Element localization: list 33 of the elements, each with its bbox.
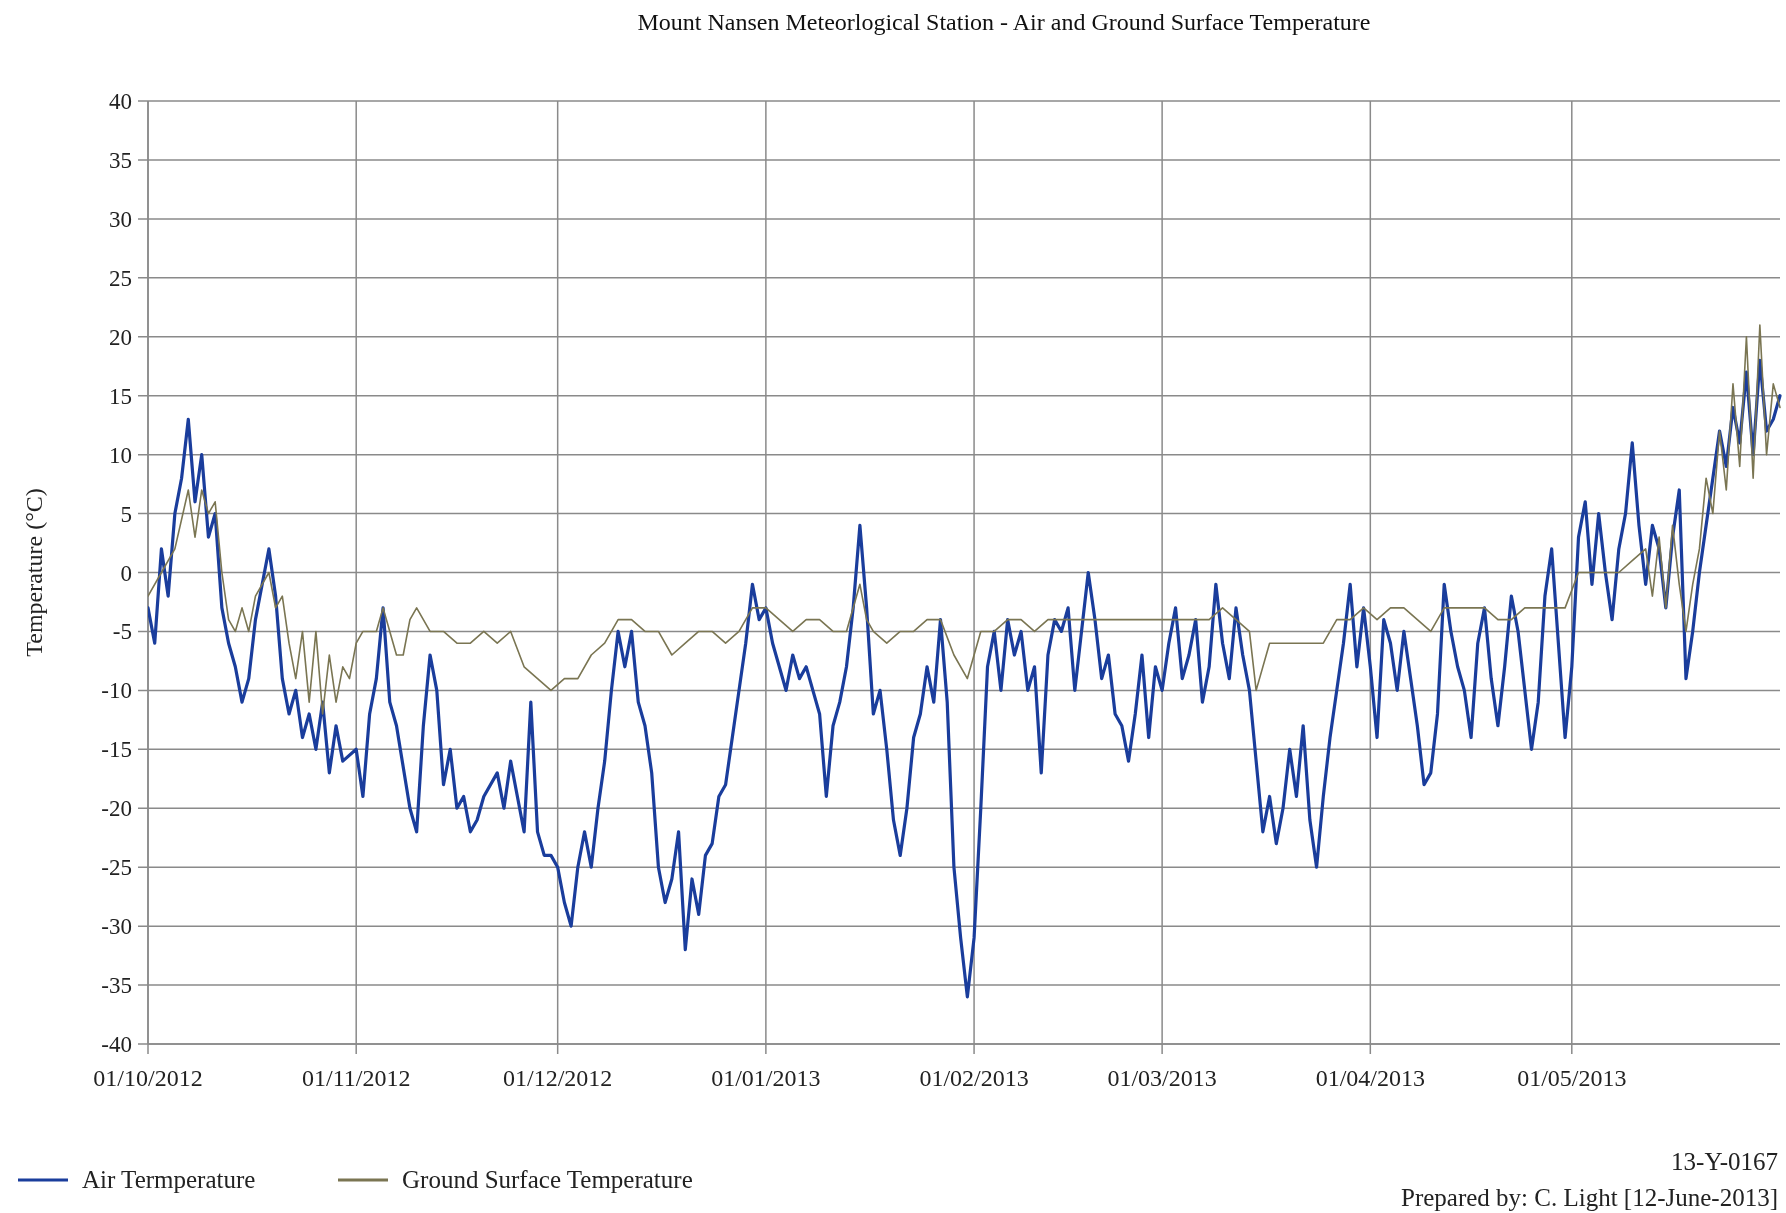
text: Prepared by: C. Light [12-June-2013] — [1400, 1184, 1778, 1211]
y-tick-label: 20 — [109, 324, 132, 350]
y-tick-label: -25 — [101, 855, 132, 881]
legend-label: Ground Surface Temperature — [402, 1166, 693, 1193]
y-tick-label: 5 — [120, 501, 132, 527]
y-tick-label: 25 — [109, 265, 132, 291]
line-series — [148, 358, 1782, 999]
y-axis-title: Temperature (°C) — [21, 488, 47, 657]
x-tick-label: 01/01/2013 — [711, 1065, 821, 1091]
y-tick-label: -10 — [101, 678, 132, 704]
line-series — [148, 324, 1781, 715]
y-tick-label: -35 — [101, 973, 132, 999]
text: 13-Y-0167 — [1671, 1148, 1778, 1175]
x-tick-label: 01/10/2012 — [93, 1065, 203, 1091]
y-tick-label: 10 — [109, 442, 132, 468]
chart-title: Mount Nansen Meteorlogical Station - Air and Ground Surface Temperature — [637, 9, 1371, 35]
legend-label: Air Termperature — [82, 1166, 256, 1193]
y-tick-label: -40 — [101, 1032, 132, 1057]
y-tick-label: -15 — [101, 737, 132, 763]
x-tick-label: 01/03/2013 — [1107, 1065, 1217, 1091]
y-tick-label: -5 — [112, 619, 132, 645]
x-tick-label: 01/04/2013 — [1315, 1065, 1425, 1091]
y-tick-label: -30 — [101, 914, 132, 940]
y-tick-label: -20 — [101, 796, 132, 822]
x-tick-label: 01/05/2013 — [1517, 1065, 1627, 1091]
y-tick-label: 40 — [109, 89, 132, 114]
y-tick-label: 15 — [109, 383, 132, 409]
x-tick-label: 01/11/2012 — [301, 1065, 411, 1091]
x-tick-label: 01/02/2013 — [919, 1065, 1029, 1091]
y-tick-label: 30 — [109, 206, 132, 232]
x-tick-label: 01/12/2012 — [503, 1065, 613, 1091]
y-tick-label: 35 — [109, 147, 132, 173]
y-tick-label: 0 — [120, 560, 132, 586]
